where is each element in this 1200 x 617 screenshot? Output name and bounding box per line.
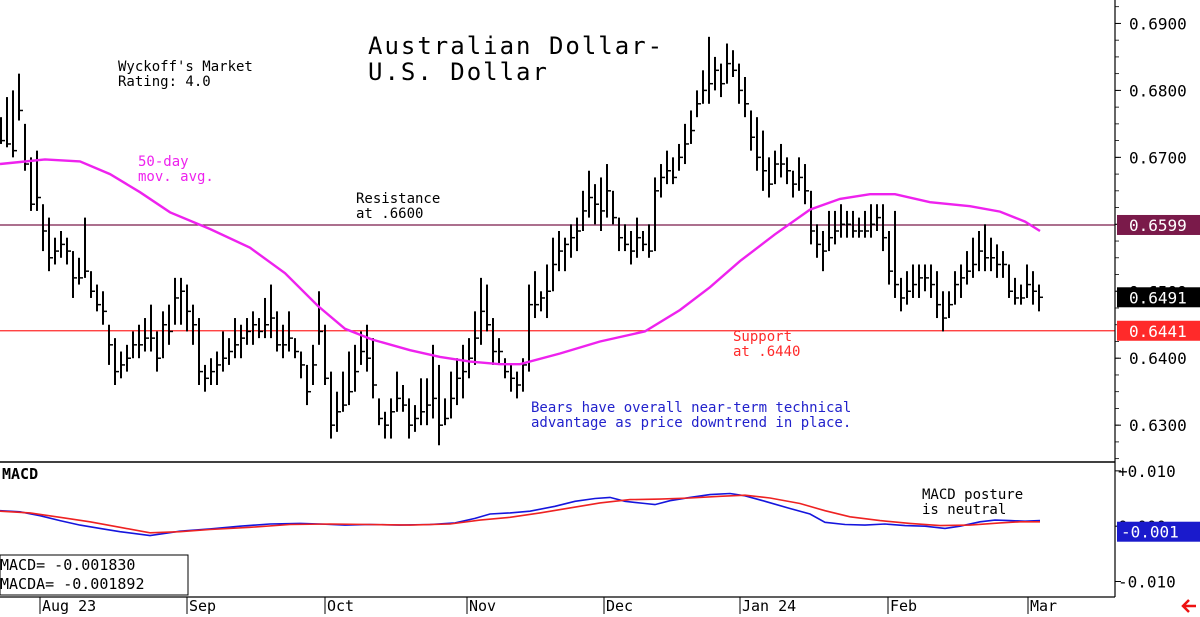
left-arrow-icon[interactable] [1181,599,1196,613]
y-tick-label: 0.6700 [1129,148,1187,167]
moving-average-line [0,158,1041,366]
macd-current-tag-label: -0.001 [1121,523,1179,542]
resistance-note: Resistance at .6600 [356,191,440,222]
macd-line [0,492,1041,537]
macd-y-tick-label: -0.010 [1118,573,1176,592]
moving-average-label: 50-day mov. avg. [138,154,214,185]
x-tick-label: Sep [189,597,216,615]
x-tick-label: Jan 24 [742,597,796,615]
macd-readout: MACD= -0.001830 MACDA= -0.001892 [0,554,189,596]
analysis-comment: Bears have overall near-term technical ad… [531,400,851,431]
y-tick-label: 0.6800 [1129,81,1187,100]
market-rating: Wyckoff's Market Rating: 4.0 [118,59,253,90]
price-tags: 0.6599 0.6491 0.6441 [1117,214,1200,341]
y-tick-label: 0.6400 [1129,349,1187,368]
price-panel: Australian Dollar-U.S. Dollar Wyckoff's … [0,32,1115,446]
x-tick-label: Dec [606,597,633,615]
support-note: Support at .6440 [733,329,800,360]
support-tag-label: 0.6441 [1129,322,1187,341]
macd-lines [0,492,1041,537]
x-tick-label: Nov [469,597,496,615]
macd-y-axis: +0.0100.000-0.010-0.001 [1115,462,1200,592]
last-price-tag [1117,287,1200,308]
reference-lines [0,224,1115,332]
y-tick-label: 0.6900 [1129,14,1187,33]
last-price-tag-label: 0.6491 [1129,288,1187,307]
date-x-axis: Aug 23 Sep Oct Nov Dec Jan 24 Feb Mar [39,597,1057,615]
macd-title: MACD [2,465,38,483]
resistance-tag-label: 0.6599 [1129,216,1187,235]
macda-value: MACDA= -0.001892 [0,575,145,593]
x-tick-label: Feb [890,597,917,615]
x-tick-label: Aug 23 [42,597,96,615]
support-tag [1117,320,1200,341]
macda-line [0,494,1040,534]
macd-current-tag [1117,521,1200,542]
macd-note: MACD posture is neutral [922,487,1023,518]
y-tick-label: 0.6300 [1129,416,1187,435]
resistance-tag [1117,214,1200,235]
macd-y-tick-label: +0.010 [1118,462,1176,481]
price-bars [0,36,1043,446]
chart-title: Australian Dollar-U.S. Dollar [368,32,664,86]
macd-value: MACD= -0.001830 [0,556,135,574]
x-tick-label: Mar [1030,597,1057,615]
x-tick-label: Oct [327,597,354,615]
